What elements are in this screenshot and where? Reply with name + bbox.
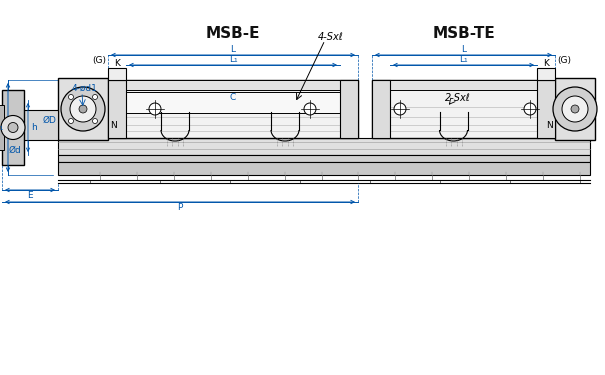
Circle shape xyxy=(394,103,406,115)
Bar xyxy=(372,80,555,138)
Text: N: N xyxy=(546,120,553,129)
Text: L₁: L₁ xyxy=(229,56,237,64)
Circle shape xyxy=(149,103,161,115)
Circle shape xyxy=(562,96,588,122)
Text: MSB-E: MSB-E xyxy=(206,26,260,40)
Circle shape xyxy=(68,118,73,123)
Text: P: P xyxy=(177,204,183,213)
Bar xyxy=(58,78,108,140)
Circle shape xyxy=(70,96,96,122)
Bar xyxy=(390,80,537,90)
Text: (G): (G) xyxy=(557,57,571,66)
Bar xyxy=(108,80,358,138)
Text: K: K xyxy=(114,60,120,69)
Text: K: K xyxy=(543,60,549,69)
Bar xyxy=(537,80,555,138)
Text: ØD: ØD xyxy=(42,116,56,124)
Circle shape xyxy=(93,118,97,123)
Bar xyxy=(555,78,595,140)
Bar xyxy=(0,105,4,150)
Circle shape xyxy=(79,105,87,113)
Bar xyxy=(58,155,590,162)
Text: H₁: H₁ xyxy=(0,123,3,132)
Circle shape xyxy=(68,94,73,99)
Text: Ød: Ød xyxy=(8,146,21,154)
Bar xyxy=(537,68,555,80)
Bar xyxy=(58,138,590,155)
Circle shape xyxy=(304,103,316,115)
Text: L₁: L₁ xyxy=(459,56,468,64)
Text: E: E xyxy=(27,192,33,201)
Bar xyxy=(2,90,24,165)
Bar xyxy=(372,80,390,138)
Text: (G): (G) xyxy=(92,57,106,66)
Circle shape xyxy=(571,105,579,113)
Text: L: L xyxy=(461,45,466,54)
Bar xyxy=(340,80,358,138)
Bar xyxy=(58,162,590,175)
Bar xyxy=(108,80,126,138)
Bar xyxy=(108,68,126,80)
Text: 精密运动传动: 精密运动传动 xyxy=(445,115,480,125)
Text: L: L xyxy=(231,45,235,54)
Circle shape xyxy=(61,87,105,131)
Circle shape xyxy=(553,87,597,131)
Text: 2-Sxℓ: 2-Sxℓ xyxy=(445,93,471,103)
Circle shape xyxy=(524,103,536,115)
Circle shape xyxy=(8,123,18,132)
Text: MSB-TE: MSB-TE xyxy=(432,26,495,40)
Bar xyxy=(126,92,340,113)
Circle shape xyxy=(1,116,25,140)
Text: N: N xyxy=(110,120,117,129)
Bar xyxy=(126,80,340,90)
Bar xyxy=(20,110,58,140)
Circle shape xyxy=(93,94,97,99)
Text: 4-Sxℓ: 4-Sxℓ xyxy=(318,32,344,42)
Text: h: h xyxy=(31,123,37,132)
Text: C: C xyxy=(230,93,236,102)
Text: 精密运动传动: 精密运动传动 xyxy=(212,115,247,125)
Text: 4-ød1: 4-ød1 xyxy=(72,84,98,93)
